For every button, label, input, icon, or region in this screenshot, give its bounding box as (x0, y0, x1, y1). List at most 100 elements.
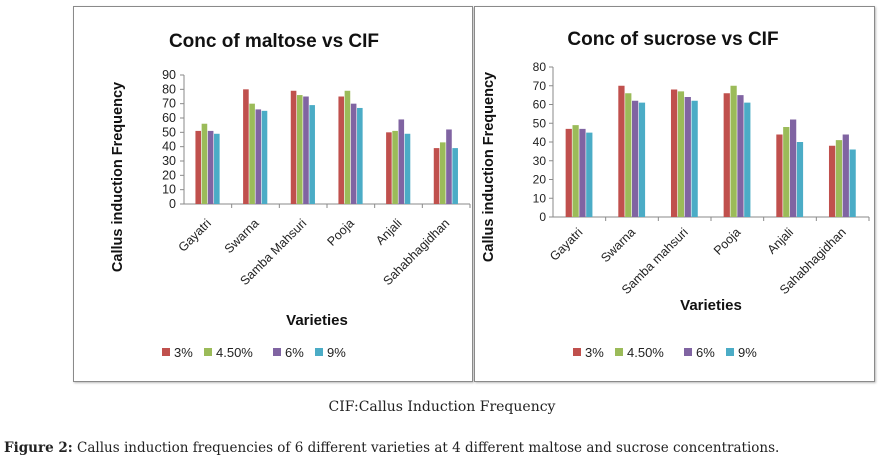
maltose-bar-6%-samba-mahsuri (303, 96, 309, 204)
sucrose-chart-panel: Conc of sucrose vs CIF 0 10 20 30 40 50 60 70 80 C… (474, 6, 875, 382)
maltose-y-tick-label: 30 (162, 154, 176, 168)
maltose-bar-4.50%-sahabhagidhan (439, 142, 446, 204)
maltose-legend-label-0: 3% (174, 345, 193, 360)
maltose-legend-label-1: 4.50% (216, 345, 253, 360)
sucrose-bar-6%-anjali (790, 119, 797, 217)
sucrose-legend-swatch-0 (573, 348, 581, 356)
sucrose-bar-9%-gayatri (586, 132, 593, 217)
sucrose-y-tick-label: 80 (533, 60, 547, 74)
figure-caption: Figure 2: Callus induction frequencies o… (4, 440, 779, 456)
maltose-bar-4.50%-gayatri (201, 123, 208, 204)
sucrose-bar-9%-samba-mahsuri (691, 100, 698, 217)
maltose-bar-3%-anjali (386, 132, 392, 204)
maltose-bar-6%-gayatri (207, 130, 214, 204)
sucrose-bar-4.50%-swarna (625, 93, 632, 217)
maltose-chart-panel: Conc of maltose vs CIF 0 10 20 30 40 50 60 70 80 9… (73, 6, 473, 382)
maltose-bar-4.50%-anjali (392, 130, 398, 204)
sucrose-chart-title: Conc of sucrose vs CIF (567, 29, 778, 50)
sucrose-chart: Conc of sucrose vs CIF 0 10 20 30 40 50 60 70 80 C… (481, 29, 870, 360)
maltose-legend-swatch-3 (315, 348, 323, 356)
maltose-bar-3%-gayatri (195, 130, 202, 204)
sucrose-bar-9%-swarna (638, 102, 646, 217)
maltose-chart-title: Conc of maltose vs CIF (169, 31, 379, 52)
maltose-bar-9%-anjali (404, 133, 411, 204)
sucrose-bar-3%-gayatri (565, 128, 572, 217)
maltose-x-axis-label: Varieties (286, 312, 348, 329)
sucrose-bar-4.50%-pooja (730, 85, 737, 217)
sucrose-legend-label-3: 9% (738, 345, 757, 360)
maltose-y-tick-label: 20 (162, 168, 176, 182)
maltose-legend-label-3: 9% (327, 345, 346, 360)
maltose-chart: Conc of maltose vs CIF010203040506070809… (110, 31, 471, 360)
sucrose-bar-3%-swarna (618, 85, 625, 217)
sucrose-y-tick-label: 70 (533, 79, 547, 93)
sucrose-x-axis-label: Varieties (680, 297, 742, 314)
maltose-category-label: Pooja (324, 216, 357, 249)
sucrose-bar-4.50%-anjali (783, 127, 790, 217)
sucrose-bar-6%-samba-mahsuri (684, 97, 691, 217)
sucrose-y-tick-label: 50 (533, 116, 547, 130)
sucrose-y-axis-label: Callus induction Frequency (481, 72, 497, 262)
sucrose-category-label: Anjali (765, 225, 797, 257)
sucrose-category-label: Gayatri (547, 225, 585, 263)
maltose-bar-4.50%-pooja (344, 90, 351, 204)
sucrose-bar-4.50%-sahabhagidhan (835, 140, 843, 217)
maltose-legend-swatch-2 (273, 348, 281, 356)
sucrose-bar-3%-samba-mahsuri (670, 89, 678, 217)
maltose-y-tick-label: 60 (162, 111, 176, 125)
maltose-bar-3%-sahabhagidhan (433, 148, 440, 204)
caption-label: Figure 2: (4, 440, 73, 456)
maltose-bar-3%-pooja (338, 96, 345, 204)
maltose-bar-4.50%-samba-mahsuri (296, 95, 303, 204)
maltose-y-tick-label: 50 (162, 125, 176, 139)
maltose-bar-9%-swarna (261, 110, 268, 204)
sucrose-bar-6%-swarna (632, 100, 639, 217)
maltose-y-tick-label: 10 (162, 183, 176, 197)
sucrose-bar-6%-sahabhagidhan (842, 134, 849, 217)
maltose-y-tick-label: 90 (162, 68, 176, 82)
maltose-bar-3%-samba-mahsuri (290, 90, 297, 204)
maltose-y-tick-label: 70 (162, 97, 176, 111)
maltose-bar-6%-pooja (350, 103, 357, 204)
maltose-y-axis-label: Callus induction Frequency (110, 82, 126, 272)
sucrose-bar-3%-pooja (723, 93, 730, 217)
sucrose-y-tick-label: 40 (533, 135, 547, 149)
maltose-legend-label-2: 6% (285, 345, 304, 360)
sucrose-category-label: Pooja (711, 225, 744, 258)
sucrose-bar-6%-gayatri (579, 128, 586, 217)
sucrose-y-tick-label: 20 (533, 173, 547, 187)
sucrose-bar-3%-anjali (776, 134, 783, 217)
maltose-y-tick-label: 0 (169, 197, 176, 211)
sucrose-y-tick-label: 0 (539, 210, 546, 224)
maltose-bar-9%-gayatri (214, 133, 220, 204)
sucrose-legend-label-1: 4.50% (627, 345, 664, 360)
maltose-category-label: Gayatri (176, 216, 214, 254)
maltose-legend-swatch-0 (162, 348, 170, 356)
sucrose-bar-6%-pooja (737, 95, 744, 217)
sucrose-y-tick-label: 10 (533, 191, 547, 205)
maltose-bar-3%-swarna (243, 89, 249, 204)
caption-text: Callus induction frequencies of 6 differ… (77, 440, 780, 456)
sucrose-legend-swatch-1 (615, 348, 623, 356)
sucrose-bar-4.50%-gayatri (572, 125, 579, 217)
sucrose-bar-9%-pooja (744, 102, 751, 217)
maltose-bar-9%-pooja (357, 107, 363, 204)
sucrose-legend-swatch-2 (684, 348, 692, 356)
sucrose-bar-3%-sahabhagidhan (828, 145, 836, 217)
maltose-bar-9%-samba-mahsuri (309, 105, 315, 204)
sucrose-bar-9%-sahabhagidhan (849, 149, 856, 217)
sucrose-legend-label-2: 6% (696, 345, 715, 360)
maltose-category-label: Anjali (373, 216, 405, 248)
sucrose-y-tick-label: 60 (533, 98, 547, 112)
maltose-category-label: Swarna (222, 216, 262, 256)
sucrose-y-tick-label: 30 (533, 154, 547, 168)
maltose-bar-9%-sahabhagidhan (452, 148, 458, 204)
maltose-y-tick-label: 40 (162, 140, 176, 154)
sucrose-legend-swatch-3 (726, 348, 734, 356)
maltose-bar-6%-swarna (255, 109, 262, 204)
sucrose-bar-9%-anjali (796, 142, 804, 217)
sucrose-legend-label-0: 3% (585, 345, 604, 360)
maltose-y-tick-label: 80 (162, 82, 176, 96)
maltose-legend-swatch-1 (204, 348, 212, 356)
sucrose-category-label: Swarna (598, 225, 638, 265)
